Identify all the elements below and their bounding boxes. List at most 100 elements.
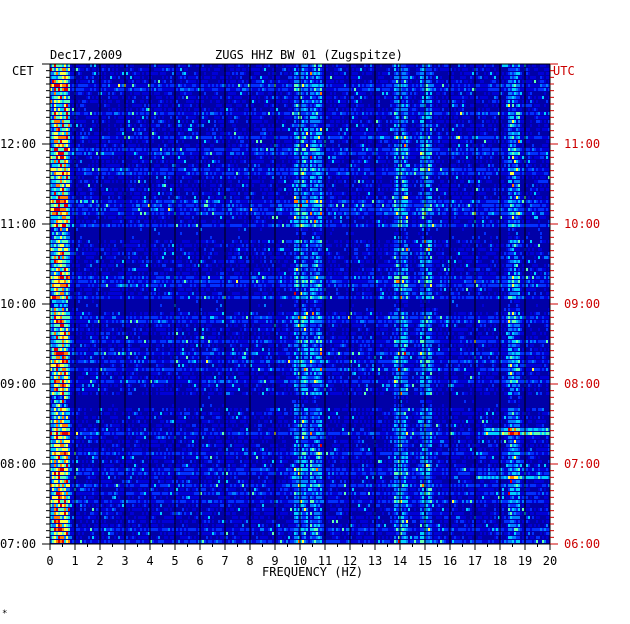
spectro-cell bbox=[126, 152, 128, 155]
spectro-cell bbox=[252, 172, 254, 175]
spectro-cell bbox=[406, 152, 408, 155]
spectro-cell bbox=[306, 68, 308, 71]
spectro-cell bbox=[228, 172, 230, 175]
spectro-cell bbox=[240, 104, 242, 107]
spectro-cell bbox=[336, 112, 338, 115]
spectro-cell bbox=[260, 88, 262, 91]
spectro-cell bbox=[204, 76, 206, 79]
spectro-cell bbox=[62, 76, 64, 79]
spectro-cell bbox=[488, 124, 490, 127]
spectro-cell bbox=[136, 116, 138, 119]
spectro-cell bbox=[170, 84, 172, 87]
spectro-cell bbox=[66, 144, 68, 147]
spectro-cell bbox=[458, 152, 460, 155]
spectro-cell bbox=[288, 76, 290, 79]
spectro-cell bbox=[210, 128, 212, 131]
spectro-cell bbox=[196, 148, 198, 151]
spectro-cell bbox=[60, 160, 62, 163]
spectro-cell bbox=[316, 96, 318, 99]
spectro-cell bbox=[268, 80, 270, 83]
spectro-cell bbox=[108, 172, 110, 175]
spectro-cell bbox=[154, 68, 156, 71]
spectro-cell bbox=[482, 144, 484, 147]
spectro-cell bbox=[428, 120, 430, 123]
spectro-cell bbox=[432, 108, 434, 111]
spectro-cell bbox=[460, 80, 462, 83]
spectro-cell bbox=[76, 124, 78, 127]
spectro-cell bbox=[260, 160, 262, 163]
spectro-cell bbox=[286, 92, 288, 95]
spectro-cell bbox=[514, 72, 516, 75]
spectro-cell bbox=[504, 88, 506, 91]
spectro-cell bbox=[292, 76, 294, 79]
spectro-cell bbox=[54, 92, 56, 95]
spectro-cell bbox=[428, 168, 430, 171]
spectro-cell bbox=[82, 172, 84, 175]
spectro-cell bbox=[72, 144, 74, 147]
spectro-cell bbox=[214, 88, 216, 91]
spectro-cell bbox=[220, 76, 222, 79]
spectro-cell bbox=[294, 120, 296, 123]
spectro-cell bbox=[362, 72, 364, 75]
spectro-cell bbox=[104, 144, 106, 147]
spectro-cell bbox=[188, 152, 190, 155]
spectro-cell bbox=[496, 72, 498, 75]
spectro-cell bbox=[252, 108, 254, 111]
spectro-cell bbox=[478, 108, 480, 111]
spectro-cell bbox=[320, 164, 322, 167]
spectro-cell bbox=[266, 136, 268, 139]
spectro-cell bbox=[536, 148, 538, 151]
spectro-cell bbox=[58, 76, 60, 79]
spectro-cell bbox=[414, 156, 416, 159]
spectro-cell bbox=[288, 148, 290, 151]
spectro-cell bbox=[510, 164, 512, 167]
spectro-cell bbox=[258, 68, 260, 71]
spectro-cell bbox=[84, 124, 86, 127]
spectro-cell bbox=[82, 148, 84, 151]
spectro-cell bbox=[438, 132, 440, 135]
spectro-cell bbox=[352, 132, 354, 135]
spectro-cell bbox=[522, 128, 524, 131]
spectro-cell bbox=[536, 68, 538, 71]
spectro-cell bbox=[272, 124, 274, 127]
spectro-cell bbox=[188, 148, 190, 151]
spectro-cell bbox=[376, 144, 378, 147]
spectro-cell bbox=[54, 104, 56, 107]
spectro-cell bbox=[528, 152, 530, 155]
spectro-cell bbox=[518, 128, 520, 131]
spectro-cell bbox=[318, 152, 320, 155]
spectro-cell bbox=[410, 152, 412, 155]
spectro-cell bbox=[430, 108, 432, 111]
spectro-cell bbox=[94, 116, 96, 119]
spectro-cell bbox=[162, 136, 164, 139]
spectro-cell bbox=[246, 104, 248, 107]
spectro-cell bbox=[430, 124, 432, 127]
spectro-cell bbox=[520, 104, 522, 107]
spectro-cell bbox=[354, 100, 356, 103]
spectro-cell bbox=[108, 88, 110, 91]
spectro-cell bbox=[344, 88, 346, 91]
spectro-cell bbox=[114, 116, 116, 119]
spectro-cell bbox=[508, 144, 510, 147]
spectro-cell bbox=[366, 112, 368, 115]
spectro-cell bbox=[230, 92, 232, 95]
spectro-cell bbox=[176, 140, 178, 143]
spectro-cell bbox=[96, 168, 98, 171]
spectro-cell bbox=[530, 164, 532, 167]
spectro-cell bbox=[116, 140, 118, 143]
spectro-cell bbox=[434, 124, 436, 127]
spectro-cell bbox=[360, 112, 362, 115]
spectro-cell bbox=[414, 132, 416, 135]
spectro-cell bbox=[310, 104, 312, 107]
spectro-cell bbox=[180, 124, 182, 127]
spectro-cell bbox=[140, 112, 142, 115]
spectro-cell bbox=[180, 172, 182, 175]
spectro-cell bbox=[526, 68, 528, 71]
spectro-cell bbox=[376, 96, 378, 99]
spectro-cell bbox=[512, 68, 514, 71]
spectro-cell bbox=[454, 88, 456, 91]
spectro-cell bbox=[330, 100, 332, 103]
spectro-cell bbox=[494, 116, 496, 119]
spectro-cell bbox=[266, 88, 268, 91]
spectro-cell bbox=[56, 128, 58, 131]
